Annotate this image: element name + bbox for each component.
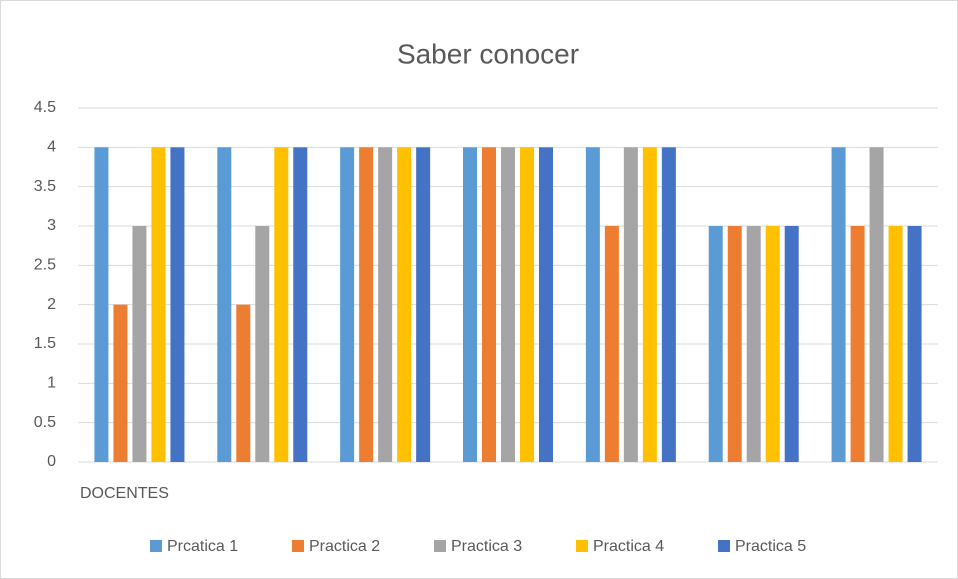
- bar: [642, 147, 657, 463]
- y-tick-label: 3.5: [34, 178, 56, 195]
- bar: [132, 226, 147, 462]
- legend-swatch: [292, 540, 304, 552]
- y-tick-label: 1.5: [34, 335, 56, 352]
- bar: [604, 226, 619, 462]
- bar: [236, 304, 251, 462]
- bar: [765, 226, 780, 462]
- bar: [255, 226, 270, 462]
- bar: [113, 304, 128, 462]
- y-tick-label: 2.5: [34, 257, 56, 274]
- bar: [746, 226, 761, 462]
- bar: [850, 226, 865, 462]
- bar: [501, 147, 515, 463]
- y-tick-label: 3: [47, 217, 56, 234]
- y-tick-label: 1: [47, 375, 56, 392]
- bar: [727, 226, 742, 462]
- bar: [869, 147, 884, 463]
- y-tick-label: 4: [47, 139, 56, 156]
- bar: [784, 226, 799, 462]
- legend-swatch: [434, 540, 446, 552]
- bar: [520, 147, 534, 463]
- bar: [888, 226, 903, 462]
- bar: [661, 147, 676, 463]
- bar: [539, 147, 553, 463]
- bar: [416, 147, 431, 463]
- legend-swatch: [150, 540, 162, 552]
- bar: [397, 147, 412, 463]
- bar: [378, 147, 393, 463]
- bar: [217, 147, 232, 463]
- bar: [907, 226, 922, 462]
- legend-label: Practica 4: [593, 538, 664, 555]
- bar: [94, 147, 109, 463]
- legend-label: Practica 3: [451, 538, 522, 555]
- y-tick-label: 0.5: [34, 414, 56, 431]
- bar: [151, 147, 166, 463]
- y-tick-label: 2: [47, 296, 56, 313]
- bar: [831, 147, 846, 463]
- bar: [274, 147, 289, 463]
- y-tick-label: 4.5: [34, 99, 56, 116]
- y-tick-label: 0: [47, 453, 56, 470]
- bar: [359, 147, 374, 463]
- legend-swatch: [718, 540, 730, 552]
- x-tick-label: DOCENTES: [80, 485, 169, 502]
- legend-label: Practica 5: [735, 538, 806, 555]
- legend-label: Practica 2: [309, 538, 380, 555]
- bar: [170, 147, 185, 463]
- bar: [463, 147, 477, 463]
- legend-swatch: [576, 540, 588, 552]
- bar: [482, 147, 496, 463]
- bar: [623, 147, 638, 463]
- bar: [585, 147, 600, 463]
- bar: [708, 226, 723, 462]
- legend-label: Prcatica 1: [167, 538, 238, 555]
- bar: [293, 147, 308, 463]
- bar: [340, 147, 355, 463]
- chart-title: Saber conocer: [397, 38, 579, 69]
